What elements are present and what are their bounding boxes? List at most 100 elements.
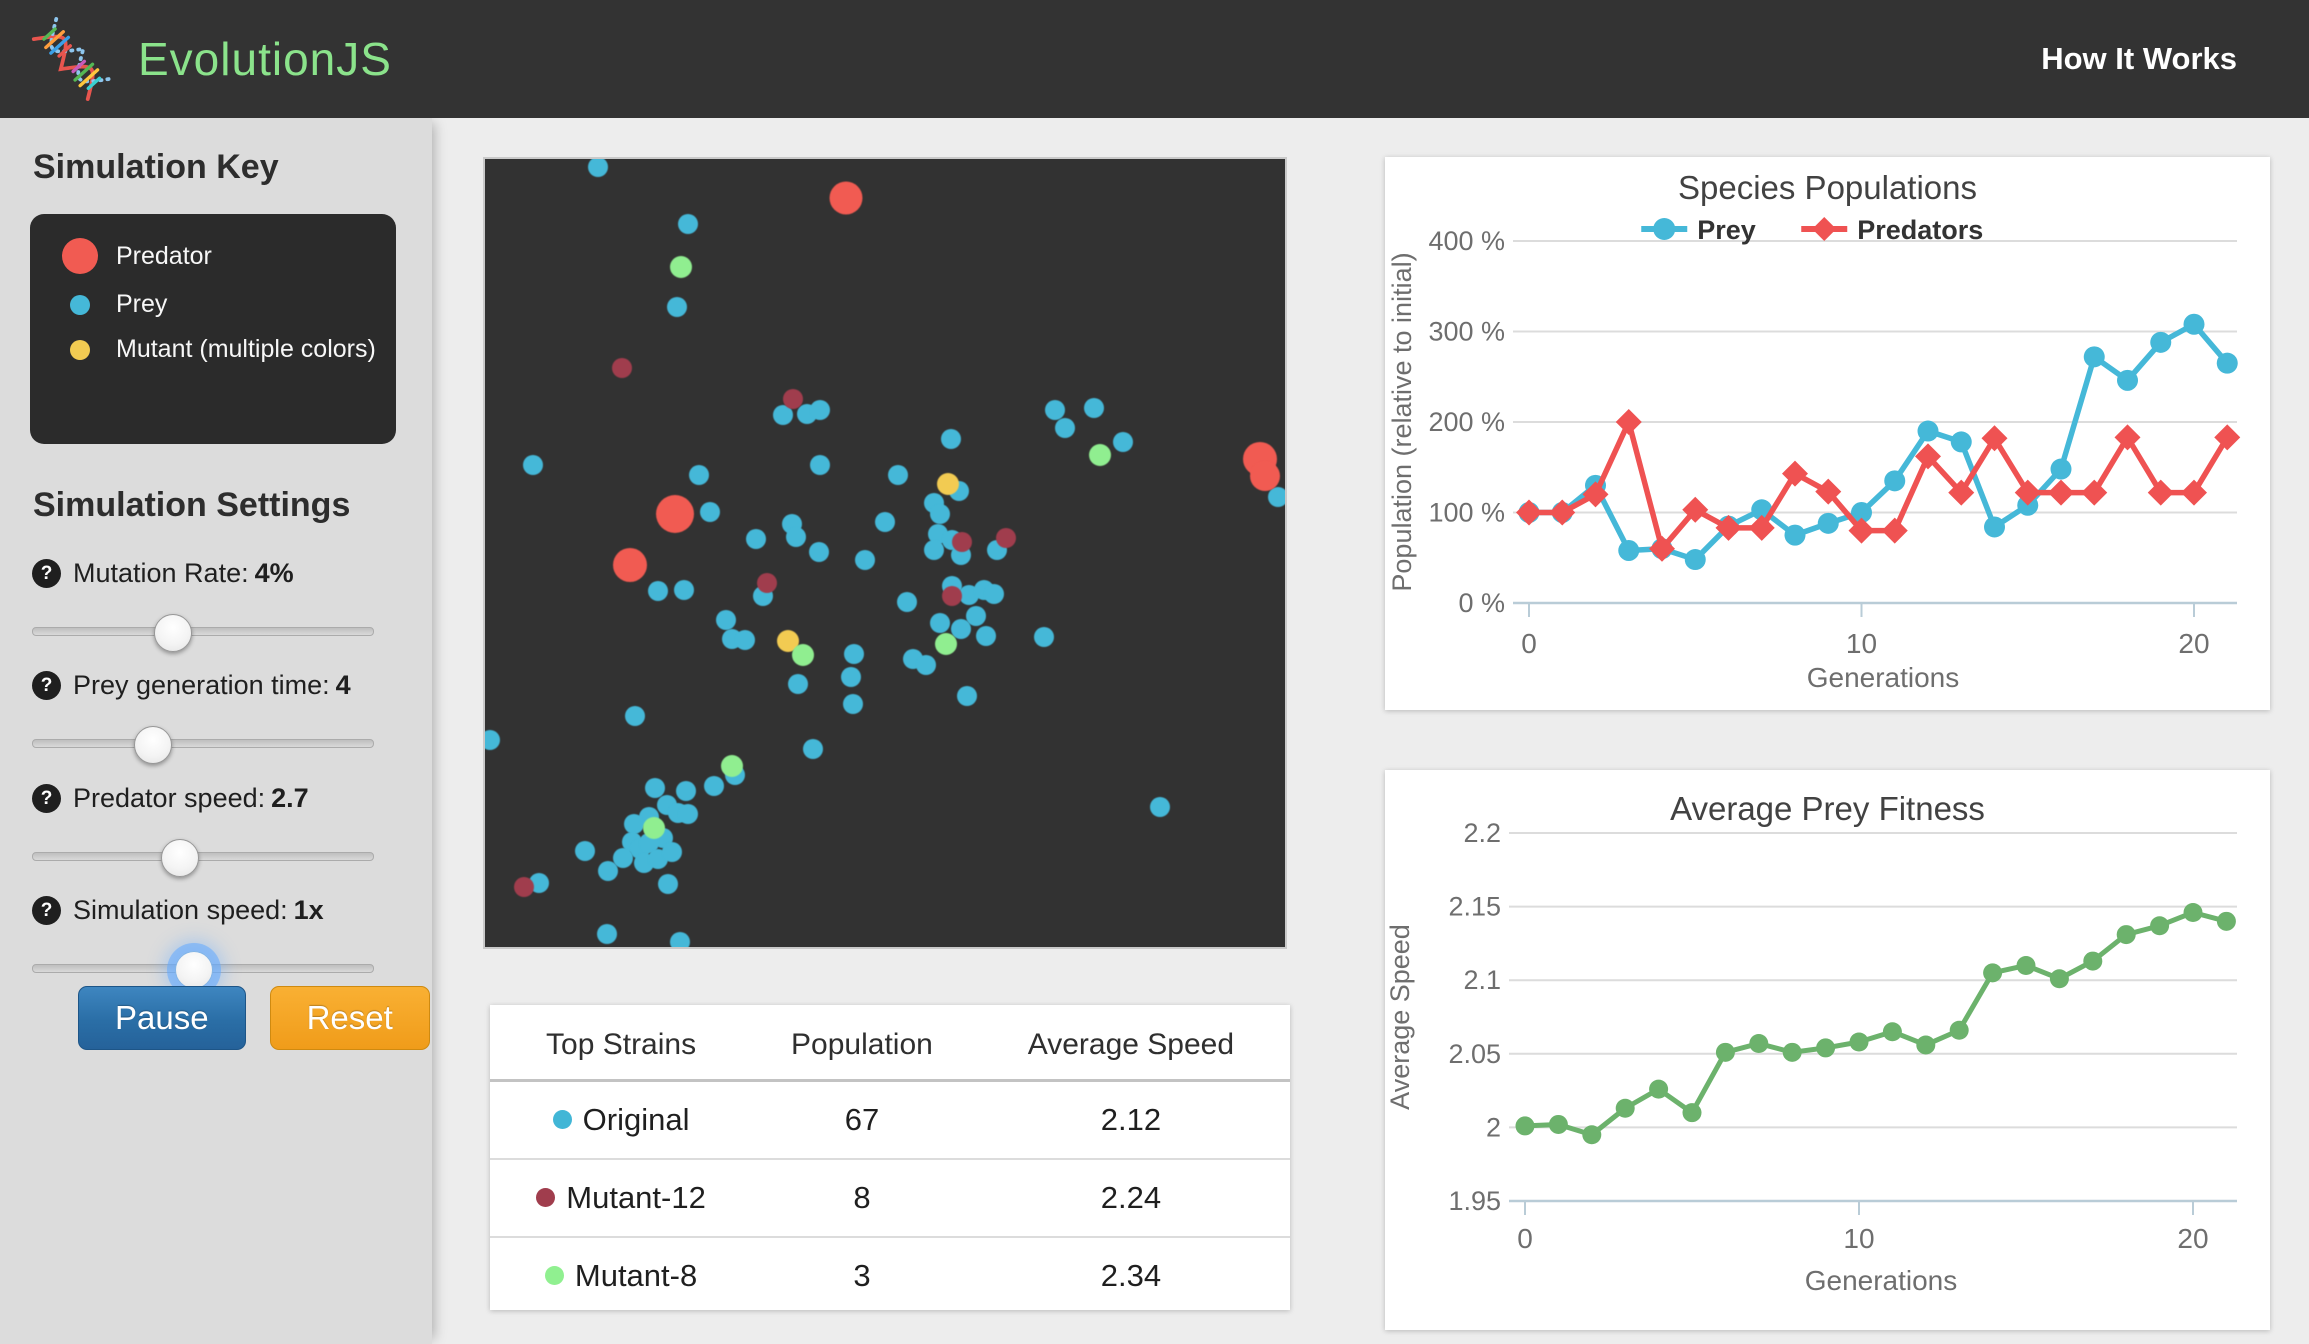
prey-dot <box>809 542 830 563</box>
svg-text:Generations: Generations <box>1807 662 1960 693</box>
svg-text:0 %: 0 % <box>1458 588 1505 618</box>
prey-dot <box>875 512 895 533</box>
col-average-speed: Average Speed <box>971 1011 1290 1082</box>
predator-dot <box>829 181 863 215</box>
prey-dot <box>915 654 936 675</box>
prey-dot <box>523 454 543 475</box>
svg-text:20: 20 <box>2178 628 2209 659</box>
predator-dot <box>612 547 647 582</box>
svg-text:0: 0 <box>1517 1223 1533 1254</box>
svg-text:1.95: 1.95 <box>1448 1186 1501 1216</box>
help-icon[interactable]: ? <box>32 784 61 813</box>
help-icon[interactable]: ? <box>32 559 61 588</box>
average-speed-cell: 2.24 <box>971 1159 1290 1238</box>
mutant-green-dot <box>670 255 692 278</box>
prey-dot <box>613 847 634 868</box>
key-item-label: Predator <box>116 241 212 270</box>
mutant12-dot <box>514 877 535 898</box>
predator-dot <box>1250 460 1280 491</box>
reset-button[interactable]: Reset <box>269 986 430 1050</box>
svg-text:Population (relative to initia: Population (relative to initial) <box>1387 252 1417 591</box>
prey-dot <box>897 591 918 612</box>
prey-dot <box>787 673 808 694</box>
prey-dot <box>930 504 951 525</box>
prey-generation-time-slider[interactable] <box>32 725 374 764</box>
average-speed-cell: 2.12 <box>971 1080 1290 1160</box>
app-header: EvolutionJS How It Works <box>0 0 2309 118</box>
prey-dot <box>786 527 807 548</box>
prey-dot <box>951 618 971 639</box>
help-icon[interactable]: ? <box>32 896 61 925</box>
prey-dot <box>975 625 996 646</box>
simulation-settings-title: Simulation Settings <box>33 486 351 524</box>
prey-generation-time-slider-thumb[interactable] <box>134 725 172 764</box>
predator-dot <box>656 495 695 534</box>
simulation-key-title: Simulation Key <box>33 148 279 186</box>
prey-dot <box>941 428 962 449</box>
mutation-rate-slider[interactable] <box>32 613 374 652</box>
predator-speed-slider[interactable] <box>32 838 374 877</box>
prey-dot <box>623 814 644 835</box>
prey-dot <box>699 502 720 523</box>
prey-dot <box>983 583 1004 604</box>
svg-text:20: 20 <box>2177 1223 2208 1254</box>
prey-dot <box>625 706 646 727</box>
svg-text:Prey: Prey <box>1697 215 1756 245</box>
help-icon[interactable]: ? <box>32 671 61 700</box>
mutant-multiple-colors-dot-icon <box>58 339 102 360</box>
average-prey-fitness-chart: 1.95 2 2.05 2.1 2.15 2.2 0 10 20 Average Prey Fit… <box>1385 790 2237 1296</box>
simulation-speed-slider-thumb[interactable] <box>174 950 213 989</box>
prey-dot <box>923 539 944 560</box>
average-prey-fitness-card: 1.95 2 2.05 2.1 2.15 2.2 0 10 20 Average Prey Fit… <box>1385 770 2270 1330</box>
mutant12-dot <box>757 572 778 593</box>
nav-how-it-works[interactable]: How It Works <box>2041 41 2237 76</box>
pause-button[interactable]: Pause <box>78 986 246 1050</box>
prey-dot <box>841 666 862 687</box>
prey-dot <box>587 159 608 177</box>
prey-dot <box>855 550 875 571</box>
svg-text:10: 10 <box>1843 1223 1874 1254</box>
dna-logo-icon <box>31 17 113 101</box>
svg-text:Generations: Generations <box>1805 1265 1958 1296</box>
strain-name: Mutant-12 <box>566 1180 706 1215</box>
strain-table: Top Strains Population Average Speed Ori… <box>490 1011 1290 1314</box>
population-cell: 3 <box>853 1258 871 1293</box>
strain-cell: Mutant-8 <box>490 1237 752 1314</box>
strain-cell: Original <box>490 1080 753 1160</box>
slider-group-predator-speed: ? Predator speed: 2.7 <box>32 783 377 877</box>
prey-dot <box>1113 431 1134 452</box>
col-top-strains: Top Strains <box>490 1011 753 1082</box>
prey-dot <box>966 606 987 627</box>
slider-group-simulation-speed: ? Simulation speed: 1x <box>32 895 377 989</box>
prey-dot <box>678 213 699 234</box>
prey-dot <box>735 629 755 650</box>
svg-text:2: 2 <box>1486 1112 1501 1142</box>
prey-dot <box>670 932 691 947</box>
average-speed-cell: 2.34 <box>1100 1258 1162 1293</box>
population-cell: 67 <box>752 1080 972 1160</box>
mutant-green-dot <box>792 643 815 666</box>
prey-dot <box>715 609 736 630</box>
prey-dot <box>675 780 696 801</box>
mutant-green-dot <box>934 632 957 655</box>
predator-speed-slider-thumb[interactable] <box>161 838 200 877</box>
mutation-rate-slider-thumb[interactable] <box>154 613 193 652</box>
simulation-speed-slider[interactable] <box>32 950 374 989</box>
prey-dot-icon <box>58 294 102 315</box>
prey-dot <box>930 613 951 634</box>
svg-text:Predators: Predators <box>1857 215 1983 245</box>
sidebar: Simulation Key Predator Prey Mutant (multi… <box>0 118 432 1344</box>
svg-text:2.1: 2.1 <box>1463 965 1501 995</box>
prey-dot <box>959 584 979 605</box>
mutant12-dot <box>783 389 803 410</box>
svg-text:2.2: 2.2 <box>1463 818 1501 848</box>
svg-text:2.15: 2.15 <box>1448 892 1501 922</box>
prey-dot <box>674 580 695 601</box>
svg-text:10: 10 <box>1846 628 1877 659</box>
mutant12-dot <box>995 528 1016 549</box>
strain-cell: Mutant-12 <box>490 1159 753 1238</box>
app-title: EvolutionJS <box>138 33 392 85</box>
prey-dot <box>597 924 618 945</box>
population-cell: 8 <box>752 1159 972 1238</box>
prey-dot <box>803 739 823 760</box>
